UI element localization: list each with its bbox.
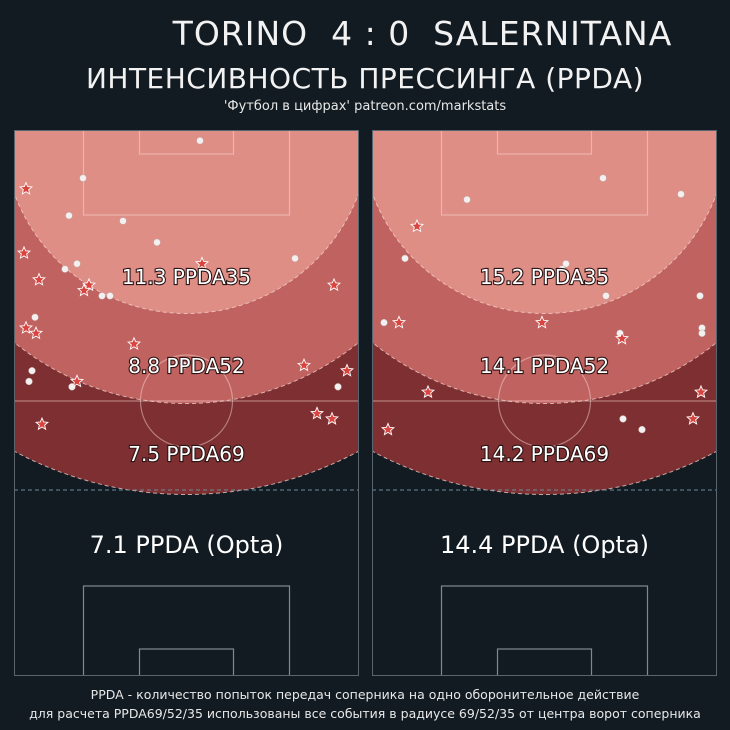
event-dot xyxy=(79,174,87,182)
pitch-torino xyxy=(14,130,359,676)
event-dot xyxy=(619,415,627,423)
source-credit: 'Футбол в цифрах' patreon.com/markstats xyxy=(223,99,507,114)
event-dot xyxy=(65,211,73,220)
event-dot xyxy=(153,238,161,247)
ppda52-boundary xyxy=(14,341,359,404)
event-star xyxy=(296,358,312,372)
goal-area-bottom xyxy=(496,648,593,676)
center-circle xyxy=(497,354,592,448)
event-dot xyxy=(696,292,704,300)
event-star xyxy=(31,272,47,286)
chart-subtitle: ИНТЕНСИВНОСТЬ ПРЕССИНГА (PPDA) xyxy=(85,62,645,95)
event-dot xyxy=(602,292,610,300)
footer-notes: PPDA - количество попыток передач соперн… xyxy=(0,685,730,723)
event-dot xyxy=(380,318,388,327)
pitch-border xyxy=(372,130,717,676)
event-dot xyxy=(98,292,106,300)
event-star xyxy=(81,277,97,292)
event-star xyxy=(34,416,50,431)
event-star xyxy=(693,384,709,399)
event-dot xyxy=(180,361,188,370)
event-star xyxy=(309,406,325,420)
event-star xyxy=(126,336,142,350)
event-dot xyxy=(106,292,114,300)
event-dot xyxy=(463,195,471,204)
pitch-border xyxy=(14,130,359,676)
event-dot xyxy=(61,265,69,273)
event-dot xyxy=(558,265,566,273)
event-star xyxy=(409,218,425,233)
pitch-torino-overlay: 11.3 PPDA35 8.8 PPDA52 7.5 PPDA69 7.1 PPDA … xyxy=(14,130,359,676)
event-star xyxy=(16,245,32,260)
ppda69-label: 7.5 PPDA69 xyxy=(128,442,244,466)
footer-line-2: для расчета PPDA69/52/35 использованы вс… xyxy=(29,706,701,721)
event-dot xyxy=(562,260,570,268)
goal-area-bottom xyxy=(138,648,235,676)
event-star xyxy=(18,320,34,334)
event-star xyxy=(324,411,340,425)
event-dot xyxy=(73,260,81,268)
event-dot xyxy=(68,383,76,391)
goal-area-top xyxy=(138,130,235,155)
match-title: TORINO 4 : 0 SALERNITANA xyxy=(172,14,673,53)
event-dot xyxy=(291,254,299,263)
event-star xyxy=(534,315,550,329)
event-star xyxy=(614,331,630,345)
pitch-salernitana xyxy=(372,130,717,676)
ppda35-boundary xyxy=(372,190,717,314)
penalty-box-top xyxy=(82,130,291,216)
opta-label: 7.1 PPDA (Opta) xyxy=(90,531,284,559)
event-dot xyxy=(638,425,646,434)
event-dot xyxy=(28,367,36,375)
event-star xyxy=(326,277,342,292)
event-dot xyxy=(31,313,39,321)
ppda52-boundary xyxy=(372,341,717,404)
ppda52-label: 8.8 PPDA52 xyxy=(128,354,244,378)
ppda35-zone xyxy=(14,130,359,314)
ppda35-label: 15.2 PPDA35 xyxy=(480,265,609,289)
pitch-salernitana-overlay: 15.2 PPDA35 14.1 PPDA52 14.2 PPDA69 14.4 PP… xyxy=(372,130,717,676)
event-star xyxy=(69,374,85,388)
event-dot xyxy=(401,254,409,263)
event-star xyxy=(28,325,44,340)
event-star xyxy=(194,256,210,270)
ppda35-label: 11.3 PPDA35 xyxy=(122,265,251,289)
opta-label: 14.4 PPDA (Opta) xyxy=(440,531,649,559)
event-star xyxy=(420,384,436,399)
ppda35-zone xyxy=(372,130,717,314)
event-dot xyxy=(119,217,127,225)
event-star xyxy=(685,411,701,425)
event-dot xyxy=(599,174,607,182)
event-star xyxy=(18,181,34,195)
goal-area-top xyxy=(496,130,593,155)
penalty-box-bottom xyxy=(440,585,649,676)
ppda35-boundary xyxy=(14,190,359,314)
event-star xyxy=(76,283,92,297)
event-dot xyxy=(677,190,685,198)
ppda69-label: 14.2 PPDA69 xyxy=(480,442,609,466)
event-dot xyxy=(698,329,706,337)
event-dot xyxy=(196,137,204,145)
ppda52-label: 14.1 PPDA52 xyxy=(480,354,609,378)
event-dot xyxy=(25,377,33,386)
event-dot xyxy=(334,383,342,391)
penalty-box-bottom xyxy=(82,585,291,676)
footer-line-1: PPDA - количество попыток передач соперн… xyxy=(90,687,640,702)
event-star xyxy=(391,315,407,329)
event-star xyxy=(339,363,355,377)
event-star xyxy=(380,422,396,436)
penalty-box-top xyxy=(440,130,649,216)
center-circle xyxy=(139,354,234,448)
